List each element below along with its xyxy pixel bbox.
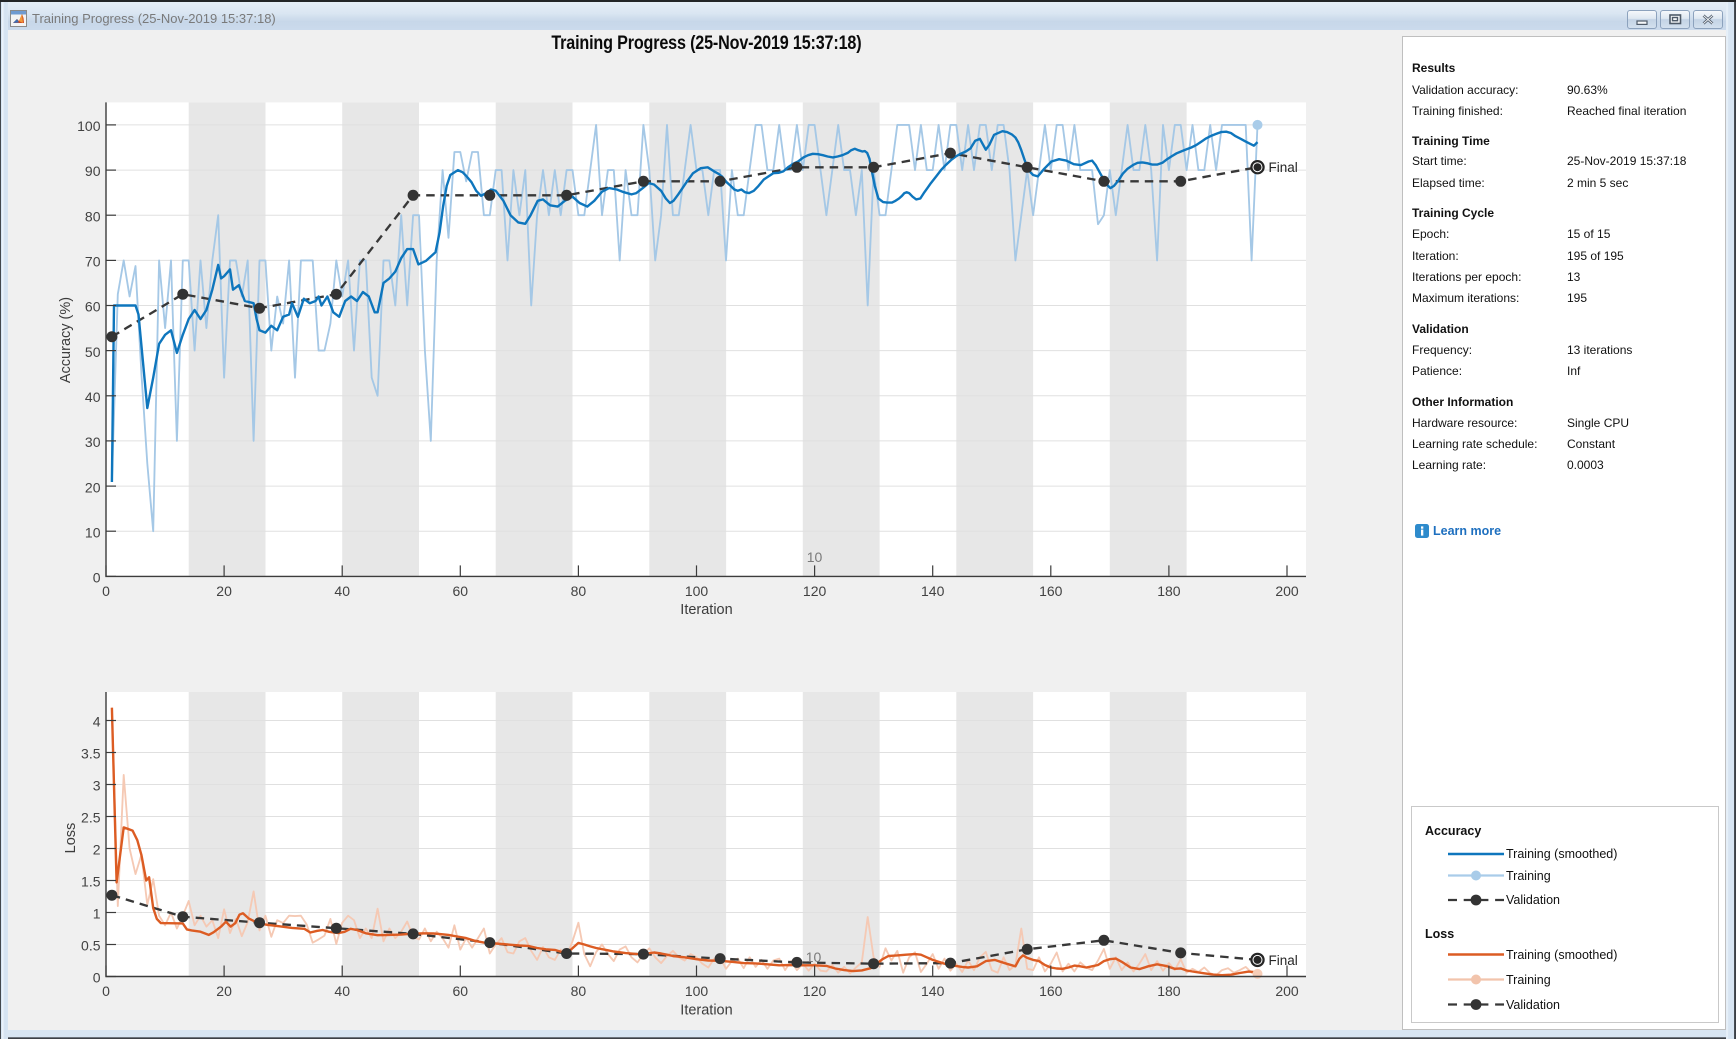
svg-text:20: 20 xyxy=(216,983,232,999)
svg-text:10: 10 xyxy=(806,949,822,965)
svg-text:1.5: 1.5 xyxy=(81,874,101,890)
svg-text:0: 0 xyxy=(93,970,101,986)
svg-text:Iteration: Iteration xyxy=(680,1003,732,1019)
svg-text:Loss: Loss xyxy=(63,823,79,854)
svg-text:200: 200 xyxy=(1275,983,1299,999)
svg-text:50: 50 xyxy=(85,344,101,360)
svg-text:120: 120 xyxy=(803,983,827,999)
svg-text:100: 100 xyxy=(685,583,709,599)
svg-text:120: 120 xyxy=(803,583,827,599)
svg-text:60: 60 xyxy=(453,583,469,599)
svg-text:10: 10 xyxy=(807,549,823,565)
svg-text:100: 100 xyxy=(77,118,101,134)
svg-text:70: 70 xyxy=(85,254,101,270)
svg-text:90: 90 xyxy=(85,163,101,179)
svg-text:60: 60 xyxy=(453,983,469,999)
svg-text:2: 2 xyxy=(93,842,101,858)
svg-text:60: 60 xyxy=(85,299,101,315)
svg-text:40: 40 xyxy=(334,583,350,599)
svg-text:80: 80 xyxy=(85,208,101,224)
svg-text:180: 180 xyxy=(1157,583,1181,599)
svg-text:180: 180 xyxy=(1157,983,1181,999)
svg-text:3.5: 3.5 xyxy=(81,746,101,762)
svg-text:140: 140 xyxy=(921,583,945,599)
svg-text:20: 20 xyxy=(85,479,101,495)
svg-text:20: 20 xyxy=(216,583,232,599)
svg-text:0.5: 0.5 xyxy=(81,938,101,954)
svg-text:Final: Final xyxy=(1269,160,1298,175)
svg-text:30: 30 xyxy=(85,434,101,450)
svg-text:100: 100 xyxy=(685,983,709,999)
svg-text:Final: Final xyxy=(1269,953,1298,968)
svg-text:2.5: 2.5 xyxy=(81,810,101,826)
svg-text:80: 80 xyxy=(571,983,587,999)
svg-text:0: 0 xyxy=(93,570,101,586)
svg-text:160: 160 xyxy=(1039,583,1063,599)
svg-text:160: 160 xyxy=(1039,983,1063,999)
svg-text:40: 40 xyxy=(85,389,101,405)
svg-text:0: 0 xyxy=(102,583,110,599)
svg-text:10: 10 xyxy=(85,525,101,541)
svg-text:40: 40 xyxy=(334,983,350,999)
svg-text:3: 3 xyxy=(93,778,101,794)
svg-text:Iteration: Iteration xyxy=(680,602,732,618)
svg-text:1: 1 xyxy=(93,906,101,922)
svg-text:0: 0 xyxy=(102,983,110,999)
svg-text:Accuracy (%): Accuracy (%) xyxy=(58,297,74,383)
svg-text:80: 80 xyxy=(571,583,587,599)
svg-text:200: 200 xyxy=(1275,583,1299,599)
svg-text:4: 4 xyxy=(93,714,101,730)
svg-text:140: 140 xyxy=(921,983,945,999)
